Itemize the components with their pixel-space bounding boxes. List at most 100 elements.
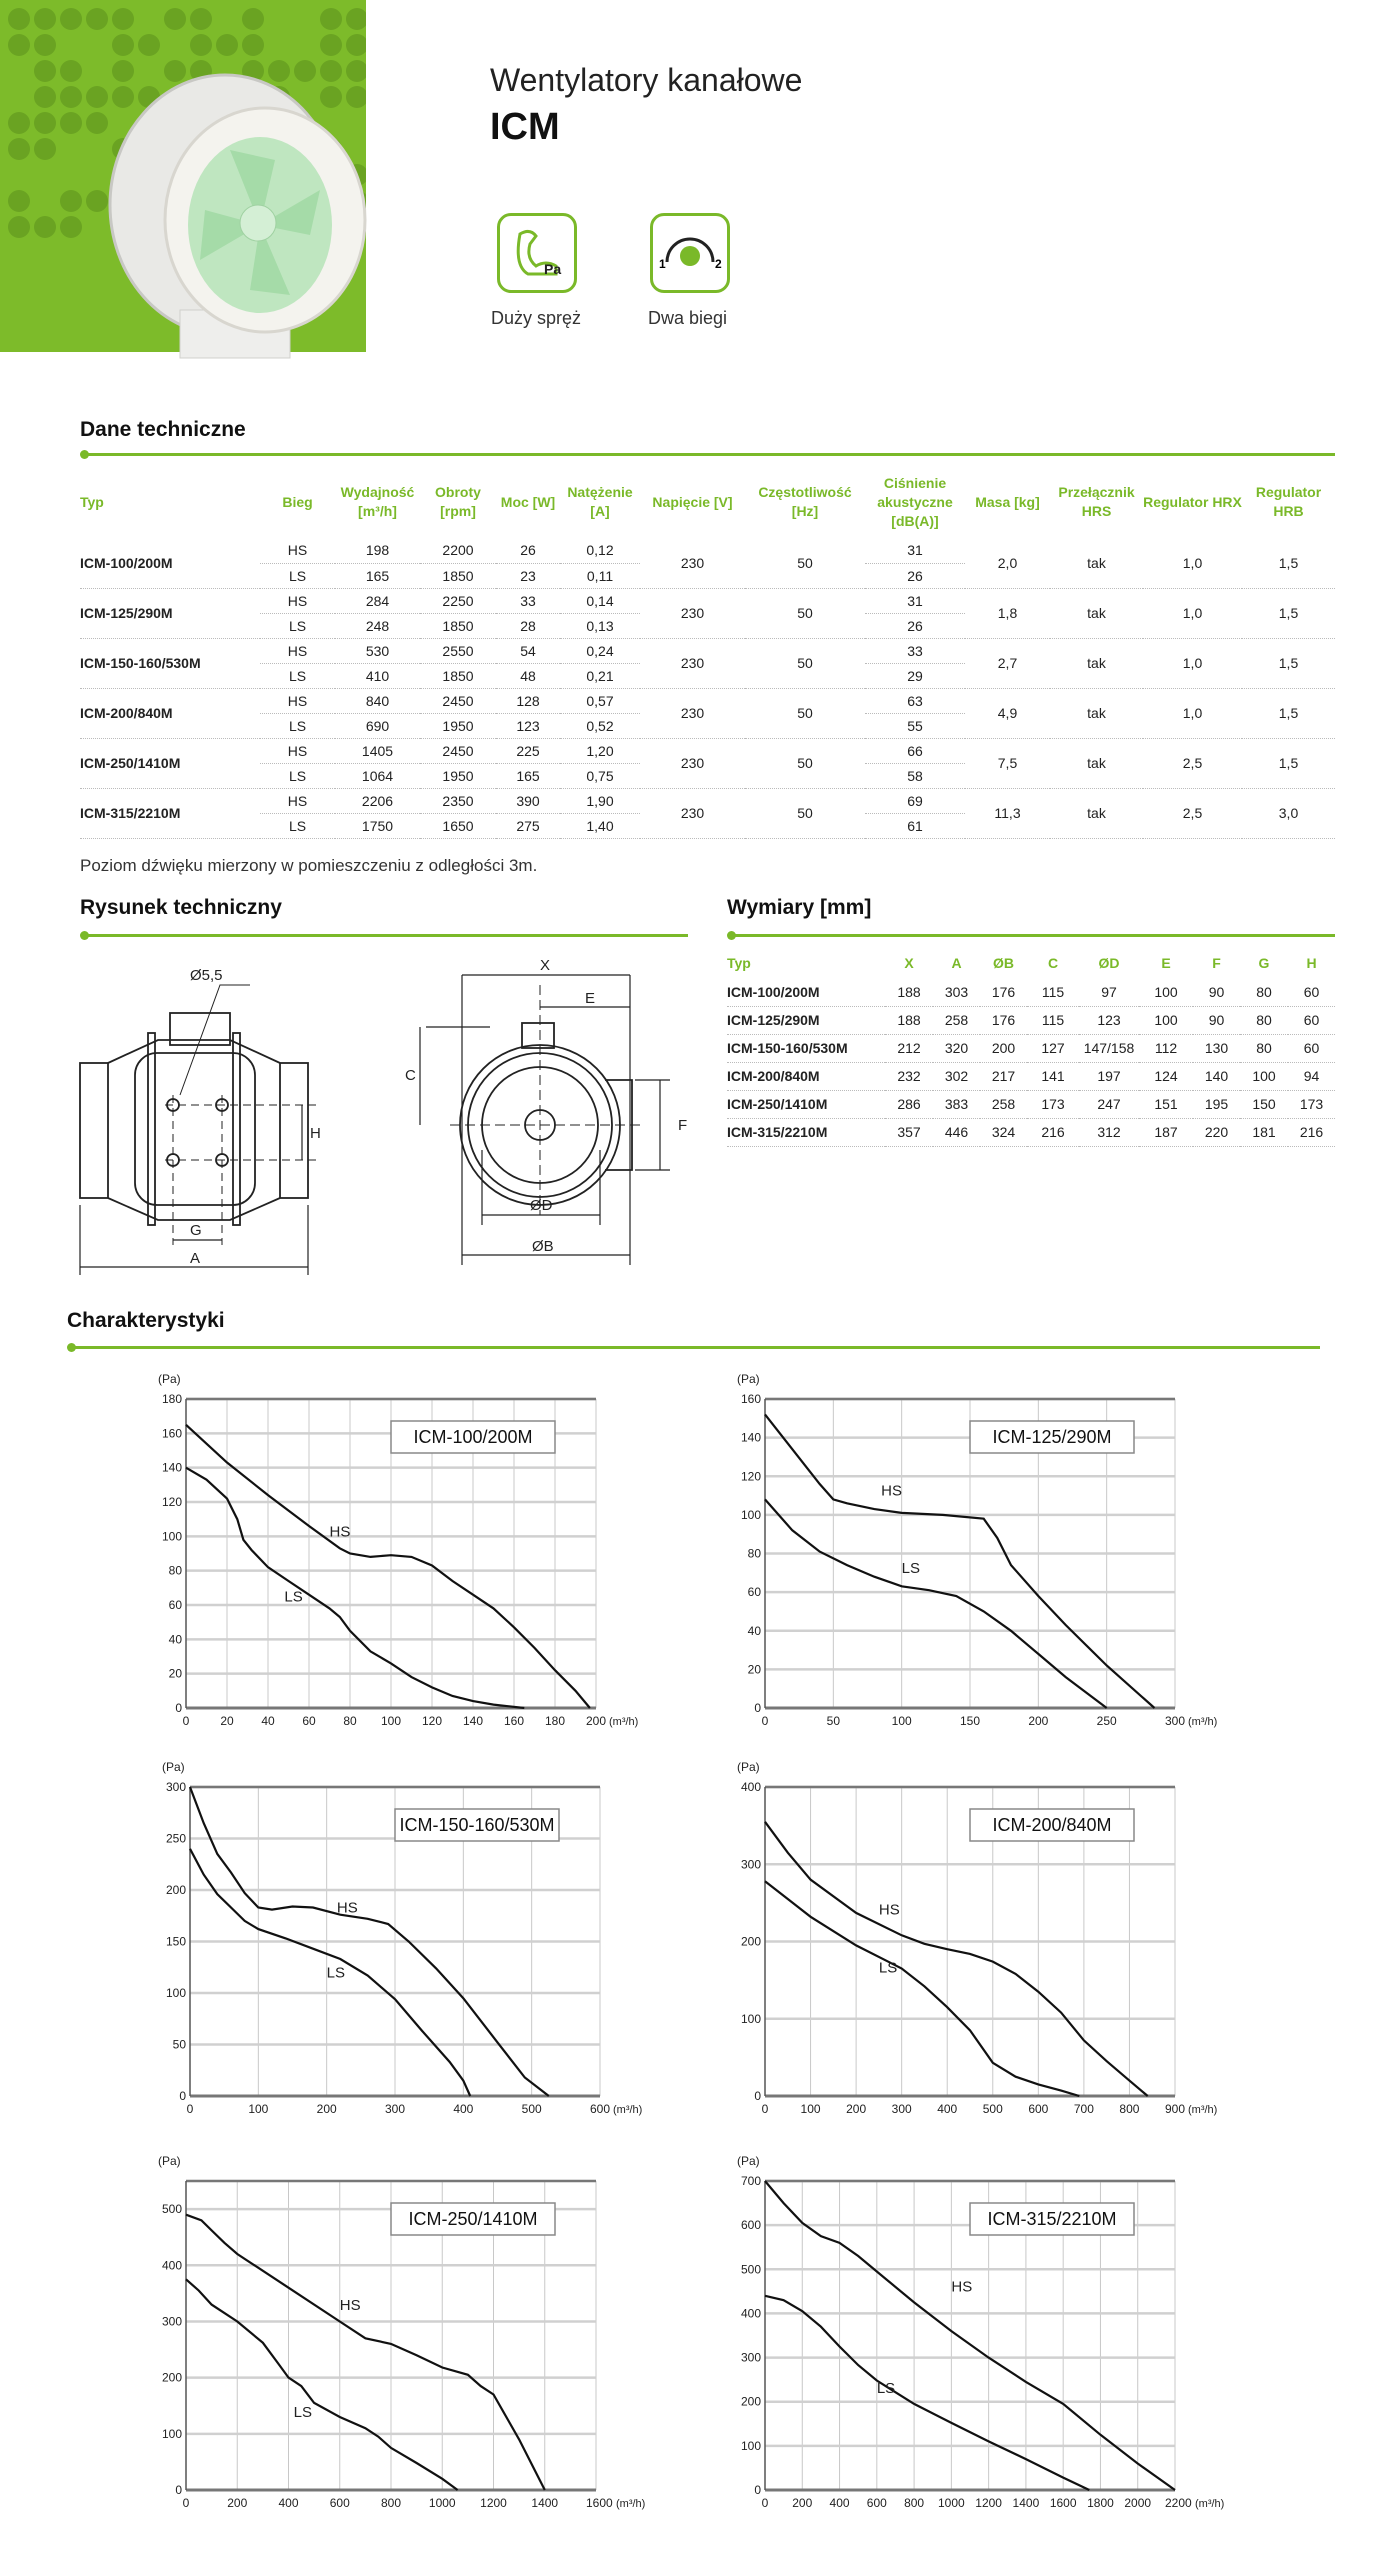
y-tick-label: 180: [162, 1392, 182, 1406]
cell: 115: [1027, 978, 1079, 1006]
x-tick-label: 200: [317, 2102, 337, 2116]
cell: 0,13: [560, 613, 640, 638]
y-tick-label: 300: [741, 1857, 761, 1871]
model-name: ICM-200/840M: [80, 688, 260, 738]
x-tick-label: 1200: [975, 2496, 1002, 2510]
y-tick-label: 0: [175, 1701, 182, 1715]
cell: 2206: [335, 788, 420, 813]
cell: 124: [1139, 1062, 1193, 1090]
x-tick-label: 1000: [938, 2496, 965, 2510]
cell: 1064: [335, 763, 420, 788]
table-row: ICM-125/290M HS 284 2250 33 0,14 230 50 31 1,8 tak…: [80, 588, 1335, 613]
performance-chart: 0 50 100 150 200 250 300 (m³/h)0204060801001201…: [720, 1359, 1240, 1743]
x-tick-label: 250: [1097, 1714, 1117, 1728]
y-tick-label: 80: [748, 1547, 762, 1561]
y-tick-label: 200: [741, 1935, 761, 1949]
cell: 275: [496, 813, 560, 838]
hrs-switch: tak: [1050, 688, 1143, 738]
x-tick-label: 2200: [1165, 2496, 1192, 2510]
decor-dot: [112, 8, 134, 30]
dim-label-c: C: [405, 1067, 416, 1084]
mass: 1,8: [965, 588, 1050, 638]
cell: 248: [335, 613, 420, 638]
cell: 217: [980, 1062, 1027, 1090]
table-row: ICM-150-160/530M 212 320 200 127 147/158 112 13…: [727, 1034, 1335, 1062]
y-tick-label: 300: [162, 2314, 182, 2328]
decor-dot: [242, 34, 264, 56]
frequency: 50: [745, 588, 865, 638]
voltage: 230: [640, 688, 745, 738]
decor-dot: [60, 8, 82, 30]
cell: 324: [980, 1118, 1027, 1146]
column-header: X: [885, 948, 933, 978]
feature-high-pressure: Pa: [497, 213, 577, 293]
cell: 187: [1139, 1118, 1193, 1146]
x-axis-unit: (m³/h): [609, 1716, 638, 1728]
cell: 188: [885, 1006, 933, 1034]
hrx-regulator: 2,5: [1143, 738, 1242, 788]
x-tick-label: 700: [1074, 2102, 1094, 2116]
model-name: ICM-315/2210M: [727, 1118, 885, 1146]
y-tick-label: 300: [741, 2351, 761, 2365]
column-header: H: [1288, 948, 1335, 978]
cell: HS: [260, 538, 335, 563]
decor-dot: [34, 8, 56, 30]
section-title-drawing: Rysunek techniczny: [80, 896, 282, 920]
cell: 54: [496, 638, 560, 663]
dim-label-b: ØB: [532, 1238, 554, 1255]
cell: 0,57: [560, 688, 640, 713]
decor-dot: [8, 8, 30, 30]
cell: 357: [885, 1118, 933, 1146]
y-tick-label: 150: [166, 1935, 186, 1949]
section-title-dimensions: Wymiary [mm]: [727, 896, 871, 920]
cell: 225: [496, 738, 560, 763]
column-header: ØD: [1079, 948, 1139, 978]
x-tick-label: 0: [762, 2102, 769, 2116]
series-label-hs: HS: [340, 2297, 361, 2314]
x-tick-label: 0: [187, 2102, 194, 2116]
x-tick-label: 80: [343, 1714, 357, 1728]
column-header: Natężenie [A]: [560, 466, 640, 538]
x-tick-label: 1800: [1087, 2496, 1114, 2510]
cell: 2250: [420, 588, 496, 613]
dim-label-x: X: [540, 957, 550, 974]
y-tick-label: 700: [741, 2174, 761, 2188]
cell: 1,20: [560, 738, 640, 763]
table-row: ICM-100/200M HS 198 2200 26 0,12 230 50 31 2,0 tak…: [80, 538, 1335, 563]
cell: 100: [1139, 1006, 1193, 1034]
hrs-switch: tak: [1050, 538, 1143, 588]
model-name: ICM-315/2210M: [80, 788, 260, 838]
decor-dot: [320, 34, 342, 56]
chart-title: ICM-250/1410M: [408, 2209, 537, 2229]
decor-dot: [34, 112, 56, 134]
section-divider: [83, 453, 1335, 456]
sound-level: 66: [865, 738, 965, 763]
column-header: Ciśnienie akustyczne [dB(A)]: [865, 466, 965, 538]
y-tick-label: 0: [754, 2089, 761, 2103]
feature-two-speeds: 12: [650, 213, 730, 293]
technical-drawing: Ø5,5 H G A X E C F ØD ØB: [70, 945, 700, 1285]
decor-dot: [34, 60, 56, 82]
cell: LS: [260, 763, 335, 788]
muscle-pressure-icon: Pa: [500, 216, 574, 290]
cell: 284: [335, 588, 420, 613]
cell: 90: [1193, 1006, 1240, 1034]
x-tick-label: 600: [330, 2496, 350, 2510]
x-tick-label: 0: [762, 2496, 769, 2510]
y-tick-label: 140: [162, 1461, 182, 1475]
y-tick-label: 40: [169, 1632, 183, 1646]
y-axis-label: (Pa): [158, 2154, 181, 2168]
column-header: A: [933, 948, 980, 978]
column-header: Napięcie [V]: [640, 466, 745, 538]
y-tick-label: 80: [169, 1564, 183, 1578]
cell: HS: [260, 788, 335, 813]
table-row: ICM-250/1410M 286 383 258 173 247 151 195 150 173: [727, 1090, 1335, 1118]
cell: LS: [260, 813, 335, 838]
decor-dot: [8, 216, 30, 238]
feature-label: Dwa biegi: [648, 308, 727, 329]
cell: 100: [1139, 978, 1193, 1006]
series-label-ls: LS: [879, 1959, 897, 1976]
decor-dot: [190, 8, 212, 30]
cell: 26: [496, 538, 560, 563]
x-tick-label: 400: [453, 2102, 473, 2116]
